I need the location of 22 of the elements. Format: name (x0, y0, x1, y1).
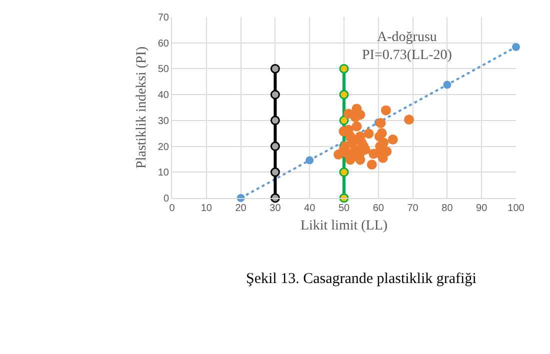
y-tick-label: 60 (158, 38, 170, 50)
y-tick-label: 30 (158, 116, 170, 127)
x-tick-label: 90 (476, 203, 488, 214)
x-tick-label: 70 (407, 203, 419, 214)
x-axis-title: Likit limit (LL) (300, 218, 388, 234)
y-tick-label: 20 (158, 142, 170, 153)
x-tick-label: 80 (442, 203, 454, 214)
x-tick-label: 20 (235, 203, 247, 214)
y-tick-label: 50 (158, 64, 170, 76)
y-axis-title: Plastiklik indeksi (PI) (134, 46, 150, 169)
x-tick-label: 60 (372, 203, 384, 214)
x-tick-label: 50 (338, 203, 350, 214)
y-tick-label: 40 (158, 90, 170, 102)
x-tick-label: 10 (200, 203, 212, 214)
text: Şekil 13. Casagrande plastiklik grafiği (246, 271, 476, 287)
x-tick-label: 40 (304, 203, 316, 214)
annotation: A-doğrusu PI=0.73(LL-20) (362, 30, 452, 64)
y-tick-label: 0 (163, 194, 170, 204)
x-tick-label: 30 (270, 203, 282, 214)
x-tick-label: 100 (508, 203, 525, 214)
y-tick-label: 70 (158, 12, 170, 24)
y-tick-label: 10 (158, 168, 170, 179)
